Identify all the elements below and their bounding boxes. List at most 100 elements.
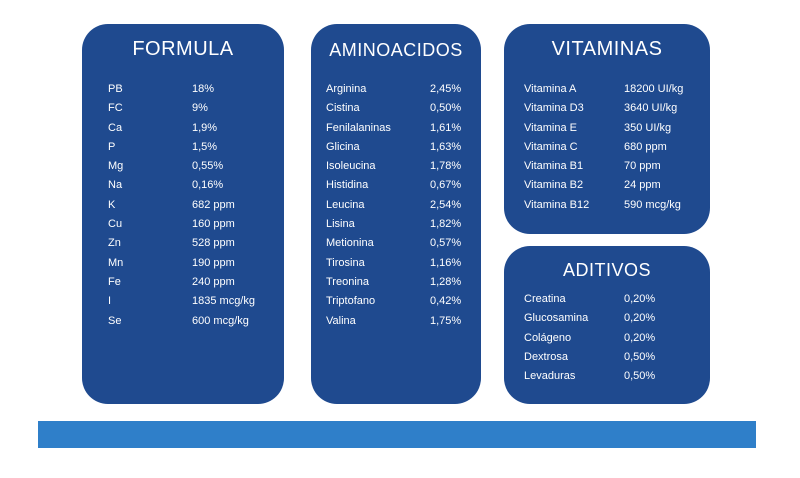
aminoacidos-row-value: 1,78% xyxy=(430,160,462,173)
vitaminas-row: Vitamina B12 590 mcg/kg xyxy=(524,196,704,215)
formula-row-value: 190 ppm xyxy=(192,256,235,269)
vitaminas-row: Vitamina A 18200 UI/kg xyxy=(524,80,704,99)
formula-row-label: Na xyxy=(108,179,123,192)
aminoacidos-row-label: Lisina xyxy=(326,218,355,231)
aminoacidos-row: Tirosina 1,16% xyxy=(326,254,471,273)
aditivos-row-value: 0,20% xyxy=(624,293,656,305)
vitaminas-row-value: 590 mcg/kg xyxy=(624,198,681,211)
formula-row: Zn 528 ppm xyxy=(108,234,268,253)
formula-rows: PB 18% FC 9% Ca 1,9% P 1,5% Mg 0,55% Na 0,16% K 682 p… xyxy=(108,80,268,331)
aditivos-row-value: 0,20% xyxy=(624,331,656,344)
formula-row-label: Zn xyxy=(108,237,121,250)
formula-row-value: 528 ppm xyxy=(192,237,235,250)
vitaminas-row-label: Vitamina B1 xyxy=(524,160,584,173)
aminoacidos-rows: Arginina 2,45% Cistina 0,50% Fenilalaninas 1,… xyxy=(326,80,471,331)
formula-row-label: FC xyxy=(108,102,123,115)
aminoacidos-row-label: Arginina xyxy=(326,83,367,95)
aminoacidos-row: Leucina 2,54% xyxy=(326,196,471,215)
formula-row-label: Se xyxy=(108,314,122,327)
aminoacidos-row: Glicina 1,63% xyxy=(326,138,471,157)
formula-row: Cu 160 ppm xyxy=(108,215,268,234)
formula-row: K 682 ppm xyxy=(108,196,268,215)
vitaminas-row: Vitamina B1 70 ppm xyxy=(524,157,704,176)
aminoacidos-row: Valina 1,75% xyxy=(326,312,471,331)
aditivos-row-label: Colágeno xyxy=(524,331,572,344)
formula-row-label: K xyxy=(108,198,116,211)
aditivos-row-label: Dextrosa xyxy=(524,350,569,363)
aditivos-row-value: 0,20% xyxy=(624,312,656,325)
formula-row-value: 682 ppm xyxy=(192,198,235,211)
aminoacidos-row-label: Tirosina xyxy=(326,256,365,269)
aditivos-row: Dextrosa 0,50% xyxy=(524,348,704,367)
vitaminas-rows: Vitamina A 18200 UI/kg Vitamina D3 3640 UI/… xyxy=(524,80,704,215)
aditivos-row-value: 0,50% xyxy=(624,370,656,383)
formula-row-label: Cu xyxy=(108,218,123,231)
aminoacidos-row: Metionina 0,57% xyxy=(326,234,471,253)
formula-row: Na 0,16% xyxy=(108,176,268,195)
formula-row: I 1835 mcg/kg xyxy=(108,292,268,311)
aditivos-row: Colágeno 0,20% xyxy=(524,329,704,348)
formula-row-label: Mn xyxy=(108,256,124,269)
aminoacidos-row: Triptofano 0,42% xyxy=(326,292,471,311)
aminoacidos-row-label: Leucina xyxy=(326,198,365,211)
aditivos-rows: Creatina 0,20% Glucosamina 0,20% Colágeno 0,2… xyxy=(524,290,704,386)
vitaminas-row-label: Vitamina C xyxy=(524,140,578,153)
aminoacidos-row: Arginina 2,45% xyxy=(326,80,471,99)
formula-row-value: 240 ppm xyxy=(192,275,235,288)
aminoacidos-row-value: 1,16% xyxy=(430,256,462,269)
aminoacidos-row: Lisina 1,82% xyxy=(326,215,471,234)
vitaminas-row-label: Vitamina A xyxy=(524,83,577,95)
aditivos-row-label: Glucosamina xyxy=(524,312,589,325)
formula-row: FC 9% xyxy=(108,99,268,118)
vitaminas-row: Vitamina E 350 UI/kg xyxy=(524,119,704,138)
formula-row-label: P xyxy=(108,140,116,153)
vitaminas-row-label: Vitamina B12 xyxy=(524,198,590,211)
aminoacidos-row-value: 0,42% xyxy=(430,295,462,308)
aditivos-row: Glucosamina 0,20% xyxy=(524,309,704,328)
aminoacidos-row-label: Triptofano xyxy=(326,295,376,308)
aminoacidos-row-label: Histidina xyxy=(326,179,369,192)
aminoacidos-row-label: Isoleucina xyxy=(326,160,376,173)
formula-row-value: 1,5% xyxy=(192,140,218,153)
vitaminas-row: Vitamina D3 3640 UI/kg xyxy=(524,99,704,118)
formula-row: Mn 190 ppm xyxy=(108,254,268,273)
formula-row: Mg 0,55% xyxy=(108,157,268,176)
vitaminas-row-value: 70 ppm xyxy=(624,160,661,173)
aminoacidos-row-value: 1,28% xyxy=(430,275,462,288)
aditivos-card: ADITIVOS Creatina 0,20% Glucosamina 0,20% Co… xyxy=(504,246,710,404)
aminoacidos-row-value: 1,63% xyxy=(430,140,462,153)
formula-row: Fe 240 ppm xyxy=(108,273,268,292)
formula-row-value: 600 mcg/kg xyxy=(192,314,249,327)
bottom-bar xyxy=(38,421,756,448)
vitaminas-row-value: 680 ppm xyxy=(624,140,667,153)
aminoacidos-row-label: Fenilalaninas xyxy=(326,121,391,134)
aminoacidos-row-label: Valina xyxy=(326,314,356,327)
vitaminas-row: Vitamina B2 24 ppm xyxy=(524,176,704,195)
aminoacidos-row: Isoleucina 1,78% xyxy=(326,157,471,176)
aminoacidos-row-label: Treonina xyxy=(326,275,370,288)
aminoacidos-row-label: Cistina xyxy=(326,102,360,115)
formula-row: P 1,5% xyxy=(108,138,268,157)
formula-row: PB 18% xyxy=(108,80,268,99)
vitaminas-row-value: 24 ppm xyxy=(624,179,661,192)
aminoacidos-row: Cistina 0,50% xyxy=(326,99,471,118)
aditivos-row-label: Creatina xyxy=(524,293,566,305)
aminoacidos-row: Histidina 0,67% xyxy=(326,176,471,195)
formula-row-value: 18% xyxy=(192,83,215,95)
vitaminas-row-value: 350 UI/kg xyxy=(624,121,672,134)
formula-row-value: 9% xyxy=(192,102,208,115)
formula-row-label: Ca xyxy=(108,121,123,134)
aminoacidos-row-label: Glicina xyxy=(326,140,360,153)
formula-row-value: 160 ppm xyxy=(192,218,235,231)
aminoacidos-row-value: 0,50% xyxy=(430,102,462,115)
vitaminas-row-value: 3640 UI/kg xyxy=(624,102,678,115)
aditivos-title: ADITIVOS xyxy=(562,260,651,280)
formula-row-label: Mg xyxy=(108,160,124,173)
formula-row: Ca 1,9% xyxy=(108,119,268,138)
aminoacidos-row-value: 1,82% xyxy=(430,218,462,231)
vitaminas-row-value: 18200 UI/kg xyxy=(624,83,684,95)
formula-row-label: I xyxy=(108,295,112,308)
formula-row-value: 0,16% xyxy=(192,179,224,192)
formula-row: Se 600 mcg/kg xyxy=(108,312,268,331)
vitaminas-card: VITAMINAS Vitamina A 18200 UI/kg Vitamina … xyxy=(504,24,710,234)
